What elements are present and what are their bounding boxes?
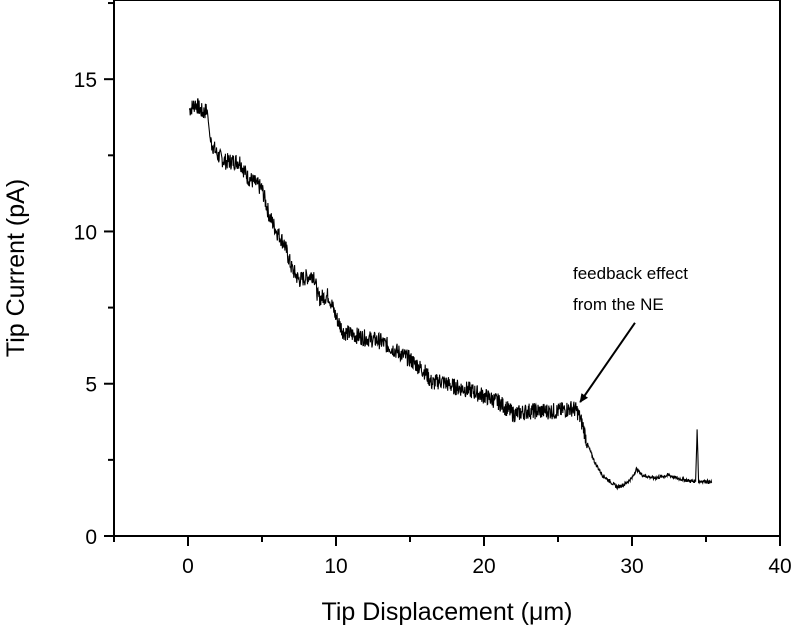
x-tick-label: 10 xyxy=(324,555,347,578)
x-axis: 0 10 20 30 40 xyxy=(113,536,792,578)
y-tick-label: 15 xyxy=(74,69,97,92)
annotation-group: feedback effect from the NE xyxy=(573,264,688,403)
y-axis-label: Tip Current (pA) xyxy=(2,179,30,357)
x-tick-label: 0 xyxy=(182,555,194,578)
y-tick-label: 5 xyxy=(85,374,97,397)
series-group xyxy=(188,98,713,491)
annotation-text: from the NE xyxy=(573,295,664,314)
plot-frame xyxy=(113,0,781,537)
x-tick-label: 40 xyxy=(768,555,791,578)
x-tick-label: 20 xyxy=(472,555,495,578)
annotation-text: feedback effect xyxy=(573,264,688,283)
x-axis-label: Tip Displacement (μm) xyxy=(321,598,572,626)
y-tick-label: 0 xyxy=(85,526,97,549)
y-tick-label: 10 xyxy=(74,221,97,244)
x-tick-label: 30 xyxy=(620,555,643,578)
data-line xyxy=(188,98,713,491)
annotation-arrow xyxy=(579,322,636,403)
y-axis: 0 5 10 15 xyxy=(74,2,114,549)
